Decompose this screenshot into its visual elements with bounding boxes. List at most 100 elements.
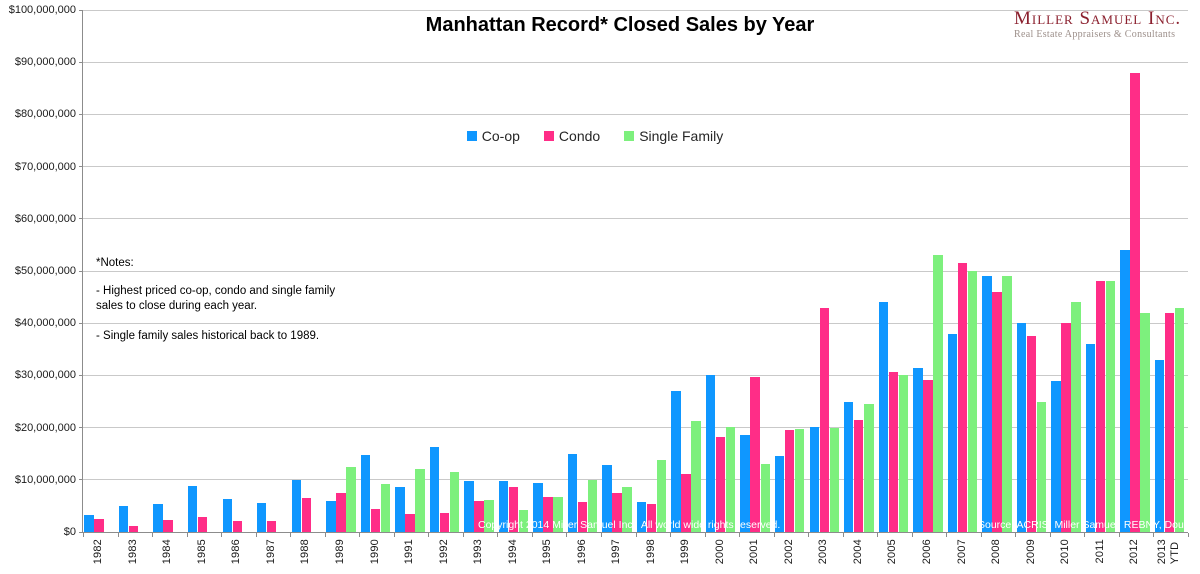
x-axis-label: 2007	[955, 539, 968, 565]
legend-item-condo: Condo	[543, 128, 601, 144]
bar-condo-1989	[336, 492, 346, 532]
bar-single-family-1997	[622, 486, 632, 532]
x-axis-label: 1983	[126, 539, 139, 565]
bar-condo-1984	[163, 519, 173, 532]
bar-condo-1994	[508, 486, 519, 532]
x-axis-tick	[117, 533, 119, 537]
legend-swatch-icon	[466, 131, 477, 141]
x-axis-tick	[152, 533, 154, 537]
x-axis-tick	[670, 533, 672, 537]
bar-condo-2002	[785, 429, 795, 532]
x-axis-label: 1994	[506, 539, 519, 565]
y-axis-tick	[79, 531, 83, 533]
legend-label: Condo	[558, 128, 601, 144]
bar-condo-2009	[1026, 336, 1037, 532]
x-axis-tick	[635, 533, 637, 537]
y-axis-label: $20,000,000	[14, 421, 76, 434]
bar-condo-2003	[819, 307, 829, 532]
gridline	[83, 322, 1188, 324]
bar-co-op-1984	[153, 503, 163, 532]
gridline	[83, 218, 1188, 220]
bar-single-family-1991	[415, 469, 425, 532]
y-axis-label: $40,000,000	[14, 317, 76, 330]
bar-co-op-1986	[222, 498, 232, 532]
bar-co-op-2012	[1120, 250, 1130, 532]
bar-condo-2007	[957, 263, 968, 532]
chart-title: Manhattan Record* Closed Sales by Year	[425, 14, 815, 36]
bar-condo-1990	[370, 508, 381, 532]
bar-condo-1986	[232, 521, 242, 532]
gridline	[83, 113, 1188, 115]
bar-condo-2013YTD	[1164, 312, 1175, 532]
bar-co-op-1993	[464, 480, 474, 532]
bar-co-op-2003	[809, 426, 819, 532]
y-axis-label: $100,000,000	[8, 4, 76, 16]
bar-co-op-1999	[671, 391, 681, 532]
bar-single-family-2005	[898, 375, 909, 532]
bar-co-op-1992	[429, 447, 440, 532]
gridline	[83, 9, 1188, 11]
bar-condo-1996	[577, 502, 588, 532]
x-axis-tick	[600, 533, 602, 537]
logo-tagline: Real Estate Appraisers & Consultants	[1014, 28, 1176, 40]
bar-condo-1998	[646, 504, 657, 532]
x-axis-tick	[255, 533, 257, 537]
logo-name: Miller Samuel Inc.	[1014, 8, 1182, 29]
x-axis-tick	[290, 533, 292, 537]
bar-condo-1993	[474, 501, 484, 532]
bar-condo-1991	[405, 514, 415, 532]
y-axis-tick	[79, 166, 83, 168]
bar-co-op-2004	[844, 401, 854, 532]
x-axis-tick	[739, 533, 741, 537]
x-axis-label: 2003	[817, 539, 830, 565]
bar-single-family-1992	[449, 472, 460, 532]
gridline	[83, 374, 1188, 376]
bar-condo-1988	[301, 498, 311, 532]
bar-co-op-2008	[982, 276, 992, 532]
bar-co-op-1982	[84, 514, 94, 532]
x-axis-label: 1992	[437, 539, 450, 565]
x-axis-tick	[359, 533, 361, 537]
y-axis-tick	[79, 427, 83, 429]
bar-co-op-1996	[567, 453, 578, 532]
gridline	[83, 61, 1188, 63]
bar-single-family-1998	[656, 460, 667, 532]
x-axis-label: 2009	[1024, 539, 1037, 565]
bar-co-op-1987	[257, 503, 267, 532]
x-axis-tick	[462, 533, 464, 537]
x-axis-tick	[83, 533, 84, 537]
bar-co-op-1998	[636, 501, 647, 532]
x-axis-label: 1990	[368, 539, 381, 565]
x-axis-tick	[497, 533, 499, 537]
notes-title: *Notes:	[96, 257, 134, 269]
x-axis-label: 1997	[610, 539, 623, 565]
bar-co-op-1988	[291, 479, 301, 532]
y-axis-tick	[79, 270, 83, 272]
legend-label: Co-op	[481, 128, 520, 144]
x-axis-label: 2000	[713, 539, 726, 565]
x-axis-tick	[1049, 533, 1051, 537]
legend-item-co-op: Co-op	[466, 128, 520, 144]
bar-condo-1992	[439, 513, 450, 532]
y-axis-label: $70,000,000	[14, 160, 76, 173]
bar-co-op-2009	[1016, 323, 1027, 532]
bar-condo-1997	[612, 493, 622, 532]
x-axis-label: 1984	[161, 539, 174, 565]
bar-single-family-1996	[587, 479, 598, 532]
y-axis-label: $60,000,000	[14, 212, 76, 225]
x-axis-label: 1982	[92, 539, 105, 565]
legend-swatch-icon	[624, 131, 635, 141]
x-axis-label: 2011	[1093, 539, 1106, 564]
x-axis-tick	[1188, 533, 1189, 537]
legend-label: Single Family	[639, 128, 724, 144]
bar-condo-2000	[715, 436, 726, 532]
bar-condo-1999	[681, 473, 691, 532]
x-axis-tick	[877, 533, 879, 537]
x-axis-tick	[1015, 533, 1017, 537]
bar-condo-1985	[197, 516, 208, 532]
source-text: Source: ACRIS, Miller Samuel, REBNY, Dou…	[978, 519, 1200, 531]
bar-co-op-1990	[360, 455, 371, 532]
x-axis-label: 1999	[679, 539, 692, 565]
x-axis-tick	[1084, 533, 1086, 537]
